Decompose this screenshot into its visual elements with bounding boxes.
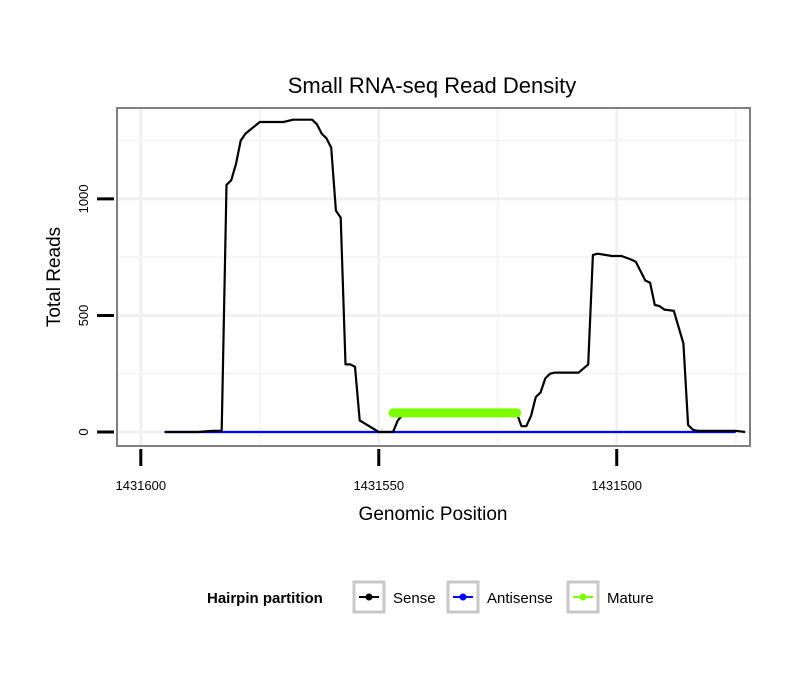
- x-tick-label: 1431550: [353, 478, 404, 493]
- legend-item-antisense: Antisense: [446, 580, 553, 614]
- grid-lines: [117, 108, 750, 446]
- series-line-sense: [164, 118, 746, 434]
- chart-title: Small RNA-seq Read Density: [288, 73, 577, 98]
- legend-key-dot-sense: [365, 593, 373, 601]
- y-axis-title: Total Reads: [44, 227, 65, 327]
- y-tick-label: 0: [76, 428, 91, 435]
- series-layer: [164, 118, 746, 434]
- plot-panel: [116, 107, 751, 447]
- legend: Hairpin partition Sense Antisense Mature: [207, 580, 654, 614]
- y-tick-label: 500: [76, 305, 91, 327]
- legend-key-dot-antisense: [459, 593, 467, 601]
- legend-label-mature: Mature: [607, 590, 654, 607]
- x-axis-title: Genomic Position: [359, 504, 508, 525]
- y-axis: 0 500 1000: [76, 184, 114, 436]
- legend-title: Hairpin partition: [207, 590, 323, 607]
- series-point-mature: [512, 408, 521, 417]
- x-axis: 1431600 1431550 1431500: [115, 449, 642, 493]
- plot-border: [116, 107, 751, 447]
- legend-label-sense: Sense: [393, 590, 436, 607]
- legend-label-antisense: Antisense: [487, 590, 553, 607]
- legend-item-sense: Sense: [352, 580, 436, 614]
- x-tick-label: 1431500: [591, 478, 642, 493]
- legend-key-dot-mature: [579, 593, 587, 601]
- y-tick-label: 1000: [76, 184, 91, 213]
- x-tick-label: 1431600: [115, 478, 166, 493]
- legend-item-mature: Mature: [566, 580, 654, 614]
